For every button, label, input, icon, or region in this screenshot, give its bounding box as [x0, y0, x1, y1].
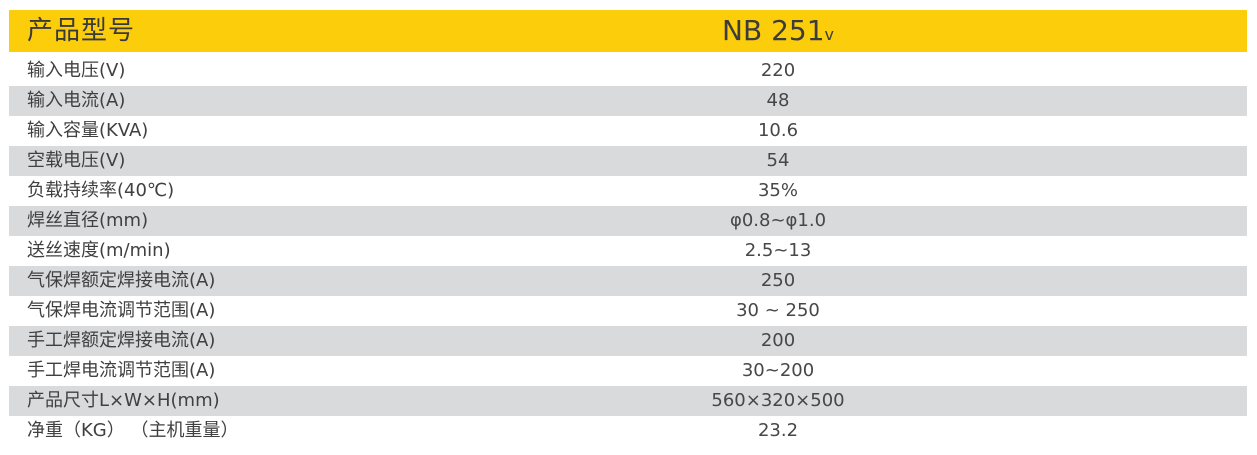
- spec-label: 焊丝直径(mm): [27, 210, 149, 231]
- spec-value: 2.5~13: [744, 240, 812, 261]
- product-spec-table: 产品型号 NB 251v 输入电压(V) 220 输入电流(A) 48 输入容量…: [9, 10, 1247, 446]
- table-row: 气保焊电流调节范围(A) 30 ~ 250: [9, 296, 1247, 326]
- spec-label: 输入电压(V): [27, 60, 126, 81]
- spec-value: 30 ~ 250: [736, 300, 820, 321]
- spec-label: 输入电流(A): [27, 90, 126, 111]
- spec-value: 10.6: [757, 120, 799, 141]
- table-row: 负载持续率(40℃) 35%: [9, 176, 1247, 206]
- spec-value: 48: [766, 90, 790, 111]
- table-row: 送丝速度(m/min) 2.5~13: [9, 236, 1247, 266]
- table-row: 焊丝直径(mm) φ0.8~φ1.0: [9, 206, 1247, 236]
- spec-value: 54: [766, 150, 790, 171]
- spec-label: 净重（KG） （主机重量）: [27, 420, 239, 441]
- model-number-suffix: v: [824, 25, 834, 44]
- table-row: 输入电流(A) 48: [9, 86, 1247, 116]
- header-model-label: 产品型号: [27, 16, 136, 46]
- spec-value: 30~200: [741, 360, 815, 381]
- header-model-value: NB 251v: [309, 17, 1247, 45]
- table-row: 产品尺寸L×W×H(mm) 560×320×500: [9, 386, 1247, 416]
- table-row: 手工焊电流调节范围(A) 30~200: [9, 356, 1247, 386]
- spec-label: 气保焊额定焊接电流(A): [27, 270, 216, 291]
- table-row: 输入电压(V) 220: [9, 56, 1247, 86]
- spec-value: 35%: [757, 180, 798, 201]
- spec-value: 23.2: [757, 420, 799, 441]
- table-header-row: 产品型号 NB 251v: [9, 10, 1247, 52]
- spec-label: 气保焊电流调节范围(A): [27, 300, 216, 321]
- table-row: 气保焊额定焊接电流(A) 250: [9, 266, 1247, 296]
- spec-label: 输入容量(KVA): [27, 120, 149, 141]
- spec-label: 手工焊额定焊接电流(A): [27, 330, 216, 351]
- table-row: 空载电压(V) 54: [9, 146, 1247, 176]
- spec-rows: 输入电压(V) 220 输入电流(A) 48 输入容量(KVA) 10.6 空载…: [9, 56, 1247, 446]
- spec-label: 空载电压(V): [27, 150, 126, 171]
- spec-label: 手工焊电流调节范围(A): [27, 360, 216, 381]
- table-row: 输入容量(KVA) 10.6: [9, 116, 1247, 146]
- spec-label: 产品尺寸L×W×H(mm): [27, 390, 220, 411]
- table-row: 手工焊额定焊接电流(A) 200: [9, 326, 1247, 356]
- spec-value: 220: [760, 60, 796, 81]
- spec-value: 560×320×500: [711, 390, 845, 411]
- spec-label: 送丝速度(m/min): [27, 240, 171, 261]
- table-row: 净重（KG） （主机重量） 23.2: [9, 416, 1247, 446]
- spec-value: 250: [760, 270, 796, 291]
- spec-value: 200: [760, 330, 796, 351]
- spec-value: φ0.8~φ1.0: [729, 210, 827, 231]
- spec-label: 负载持续率(40℃): [27, 180, 175, 201]
- model-number: NB 251: [722, 14, 825, 47]
